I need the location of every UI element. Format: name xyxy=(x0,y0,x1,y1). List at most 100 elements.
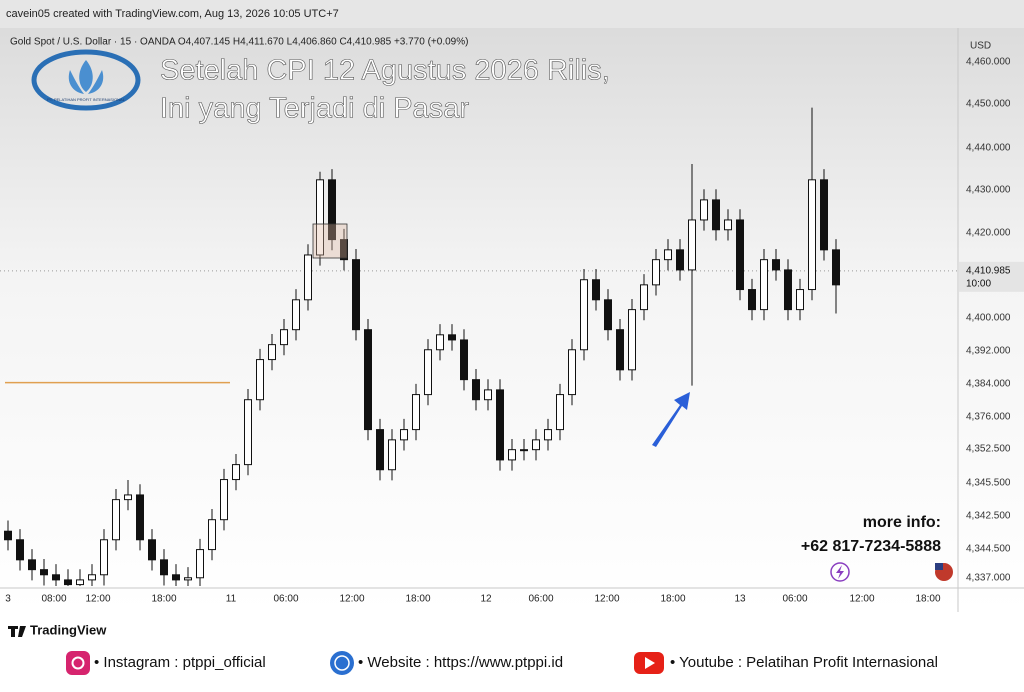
time-label: 12:00 xyxy=(339,594,364,605)
time-label: 12:00 xyxy=(594,594,619,605)
candle-body xyxy=(352,259,360,331)
plot xyxy=(0,107,958,586)
candle-body xyxy=(328,179,336,241)
candle-body xyxy=(208,519,216,551)
attribution: cavein05 created with TradingView.com, A… xyxy=(6,8,339,20)
candle-body xyxy=(544,429,552,441)
symbol-line: Gold Spot / U.S. Dollar · 15 · OANDA O4,… xyxy=(10,37,468,48)
website: • Website : https://www.ptppi.id xyxy=(358,654,563,671)
chart-background xyxy=(0,0,1024,612)
candle-body xyxy=(748,289,756,311)
candle-body xyxy=(400,429,408,441)
website-icon[interactable] xyxy=(330,651,354,675)
candle-body xyxy=(160,559,168,576)
price-label: 4,460.000 xyxy=(966,57,1011,68)
candle-body xyxy=(556,394,564,431)
arrow xyxy=(652,392,690,447)
price-label: 4,337.000 xyxy=(966,573,1011,584)
time-label: 12 xyxy=(480,594,492,605)
candle-body xyxy=(412,394,420,431)
price-label: 4,344.500 xyxy=(966,544,1011,555)
flag-icon-canton xyxy=(935,563,943,570)
candle-body xyxy=(220,479,228,521)
price-label: 4,400.000 xyxy=(966,313,1011,324)
candle-body xyxy=(244,399,252,466)
candle-body xyxy=(292,299,300,331)
price-label: 4,342.500 xyxy=(966,511,1011,522)
candle-body xyxy=(172,574,180,581)
candle-body xyxy=(676,249,684,271)
price-label: 4,392.000 xyxy=(966,346,1011,357)
contact-phone: +62 817-7234-5888 xyxy=(801,538,941,555)
candle-body xyxy=(820,179,828,251)
candle-body xyxy=(760,259,768,311)
candle-body xyxy=(460,339,468,381)
footer xyxy=(0,612,1024,687)
instagram: • Instagram : ptppi_official xyxy=(94,654,266,671)
time-label: 12:00 xyxy=(849,594,874,605)
candle-body xyxy=(616,329,624,371)
candle-body xyxy=(784,269,792,311)
candle-body xyxy=(88,574,96,581)
event-icon-bolt xyxy=(836,565,844,579)
candle-body xyxy=(388,439,396,471)
currency: USD xyxy=(970,41,991,52)
candle-body xyxy=(520,449,528,452)
candle-body xyxy=(52,574,60,581)
candle-body xyxy=(436,334,444,351)
candle-body xyxy=(40,569,48,576)
candle-body xyxy=(304,254,312,301)
youtube: • Youtube : Pelatihan Profit Internasion… xyxy=(670,654,938,671)
candle-body xyxy=(136,494,144,541)
candle-body xyxy=(664,249,672,261)
candle-body xyxy=(652,259,660,286)
candle-body xyxy=(832,249,840,286)
candle-body xyxy=(568,349,576,396)
instagram-icon-lens xyxy=(71,656,85,670)
time-label: 06:00 xyxy=(782,594,807,605)
candle-body xyxy=(796,289,804,311)
time-label: 11 xyxy=(226,594,237,605)
time-label: 3 xyxy=(5,594,11,605)
candle-body xyxy=(484,389,492,401)
price-label: 4,384.000 xyxy=(966,379,1011,390)
top-bar xyxy=(0,0,1024,28)
candle-body xyxy=(640,284,648,311)
candle-body xyxy=(124,494,132,501)
price-label: 4,420.000 xyxy=(966,228,1011,239)
candle-body xyxy=(280,329,288,346)
candle-body xyxy=(496,389,504,461)
tv-logo xyxy=(8,626,26,637)
time-label: 18:00 xyxy=(915,594,940,605)
time-label: 12:00 xyxy=(85,594,110,605)
time-label: 18:00 xyxy=(151,594,176,605)
time-label: 13 xyxy=(734,594,746,605)
candle-body xyxy=(256,359,264,401)
candle-body xyxy=(808,179,816,291)
instagram-icon[interactable] xyxy=(66,651,90,675)
youtube-icon-play xyxy=(645,657,655,669)
price-label: 4,430.000 xyxy=(966,185,1011,196)
highlight-box xyxy=(312,223,348,259)
price-label: 4,440.000 xyxy=(966,143,1011,154)
candle-body xyxy=(16,539,24,561)
candle-body xyxy=(724,219,732,231)
contact-label: more info: xyxy=(863,514,941,531)
candle-body xyxy=(340,239,348,261)
price-label: 4,450.000 xyxy=(966,99,1011,110)
candle-body xyxy=(688,219,696,271)
logo: PT. PELATIHAN PROFIT INTERNASIONAL xyxy=(31,49,141,111)
candle-body xyxy=(364,329,372,431)
headline: Setelah CPI 12 Agustus 2026 Rilis, xyxy=(160,55,610,87)
candle-body xyxy=(700,199,708,221)
candle-body xyxy=(4,530,12,541)
time-label: 18:00 xyxy=(405,594,430,605)
candle-body xyxy=(580,279,588,351)
candle-body xyxy=(532,439,540,451)
time-label: 08:00 xyxy=(41,594,66,605)
candle-body xyxy=(64,579,72,586)
candle-body xyxy=(448,334,456,341)
logo-ring xyxy=(31,49,141,111)
price-label: 4,352.500 xyxy=(966,444,1011,455)
